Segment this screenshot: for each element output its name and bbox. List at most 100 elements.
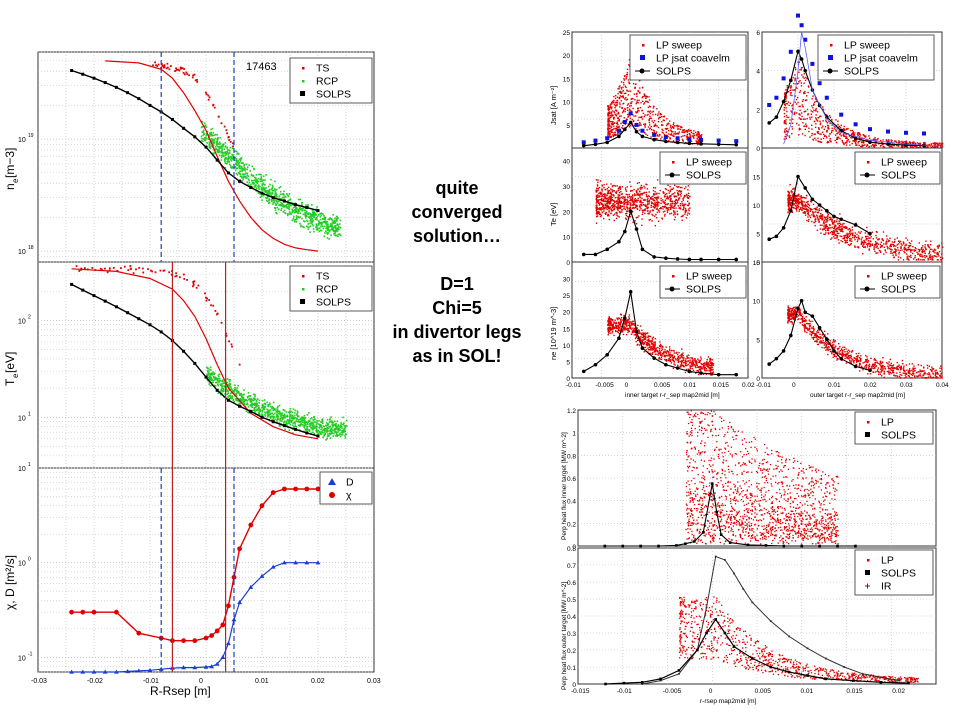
- lp-point: [655, 124, 657, 127]
- diffusion-point: [293, 560, 298, 565]
- lp-point: [670, 212, 673, 215]
- ts-point: [83, 267, 86, 270]
- solps-point: [193, 361, 197, 365]
- rcp-point: [325, 439, 327, 441]
- lp-point: [626, 200, 629, 202]
- lp-point: [614, 185, 617, 187]
- lp-point: [803, 204, 806, 207]
- lp-point: [783, 120, 786, 123]
- lp-point: [654, 215, 656, 217]
- rcp-point: [210, 128, 212, 131]
- lp-point: [873, 138, 875, 140]
- ts-point: [166, 66, 169, 69]
- rcp-point: [251, 406, 254, 409]
- lp-point: [601, 190, 603, 192]
- lp-point: [615, 192, 618, 194]
- rcp-point: [262, 194, 265, 196]
- rcp-point: [251, 399, 253, 401]
- lp-point: [795, 98, 798, 101]
- legend-marker: [830, 44, 833, 47]
- rcp-point: [206, 367, 209, 370]
- lp-point: [834, 224, 837, 226]
- lp-point: [601, 185, 604, 187]
- rcp-point: [330, 226, 333, 228]
- lp-point: [633, 93, 636, 95]
- lp-point: [678, 197, 681, 199]
- lp-point: [786, 86, 789, 89]
- lp-point: [811, 116, 813, 118]
- rcp-point: [321, 431, 324, 434]
- rcp-point: [327, 423, 329, 425]
- ts-point: [147, 268, 149, 271]
- rcp-point: [289, 204, 292, 207]
- lp-point: [603, 193, 605, 195]
- lp-point: [622, 81, 625, 84]
- rcp-point: [258, 408, 261, 411]
- lp-point: [667, 189, 670, 192]
- lp-point: [640, 203, 642, 206]
- lp-point: [633, 199, 636, 201]
- lp-point: [799, 118, 802, 121]
- rcp-point: [326, 233, 329, 235]
- lp-point: [665, 131, 667, 133]
- rcp-point: [228, 383, 230, 386]
- lp-point: [671, 204, 673, 207]
- lp-point: [622, 86, 624, 88]
- rcp-point: [302, 417, 305, 419]
- rcp-point: [248, 181, 251, 184]
- lp-point: [791, 122, 794, 125]
- lp-point: [660, 113, 663, 116]
- lp-point: [659, 113, 662, 116]
- rcp-point: [259, 180, 262, 183]
- lp-point: [654, 201, 656, 203]
- lp-point: [914, 142, 917, 144]
- legend-label: SOLPS: [686, 170, 721, 182]
- rcp-point: [284, 196, 287, 198]
- lp-point: [804, 125, 806, 127]
- lp-point: [610, 114, 612, 117]
- lp-point: [851, 137, 853, 139]
- lp-point: [640, 116, 643, 119]
- lp-point: [649, 124, 651, 126]
- rcp-point: [217, 392, 220, 394]
- lp-point: [625, 212, 627, 215]
- diffusion-point: [114, 669, 119, 674]
- rcp-point: [220, 145, 222, 148]
- lp-point: [822, 125, 824, 127]
- rcp-point: [229, 394, 232, 397]
- lp-point: [648, 199, 651, 201]
- lp-point: [805, 197, 807, 199]
- lp-point: [673, 133, 675, 135]
- solps-point: [81, 72, 85, 76]
- rcp-point: [319, 212, 321, 215]
- ts-point: [165, 67, 168, 70]
- rcp-point: [294, 206, 296, 209]
- lp-point: [799, 128, 802, 130]
- rcp-point: [259, 173, 262, 176]
- lp-point: [815, 110, 817, 112]
- lp-point: [672, 210, 675, 212]
- lp-point: [680, 125, 682, 128]
- rcp-point: [203, 133, 206, 135]
- ts-point: [103, 267, 106, 270]
- lp-jsat-point: [781, 76, 786, 81]
- lp-point: [610, 116, 612, 118]
- lp-point: [638, 80, 641, 82]
- lp-point: [874, 143, 876, 146]
- lp-point: [640, 207, 642, 210]
- rcp-point: [234, 388, 237, 390]
- lp-point: [612, 123, 615, 125]
- rcp-point: [249, 401, 252, 403]
- lp-point: [674, 204, 677, 206]
- lp-point: [600, 198, 603, 200]
- rcp-point: [279, 193, 282, 196]
- chi-point: [203, 635, 209, 641]
- lp-point: [595, 191, 597, 193]
- lp-point: [629, 197, 631, 199]
- rcp-point: [261, 405, 264, 408]
- lp-point: [817, 120, 819, 122]
- lp-point: [617, 203, 620, 205]
- lp-point: [806, 117, 808, 120]
- rcp-point: [313, 432, 316, 435]
- rcp-point: [331, 222, 334, 224]
